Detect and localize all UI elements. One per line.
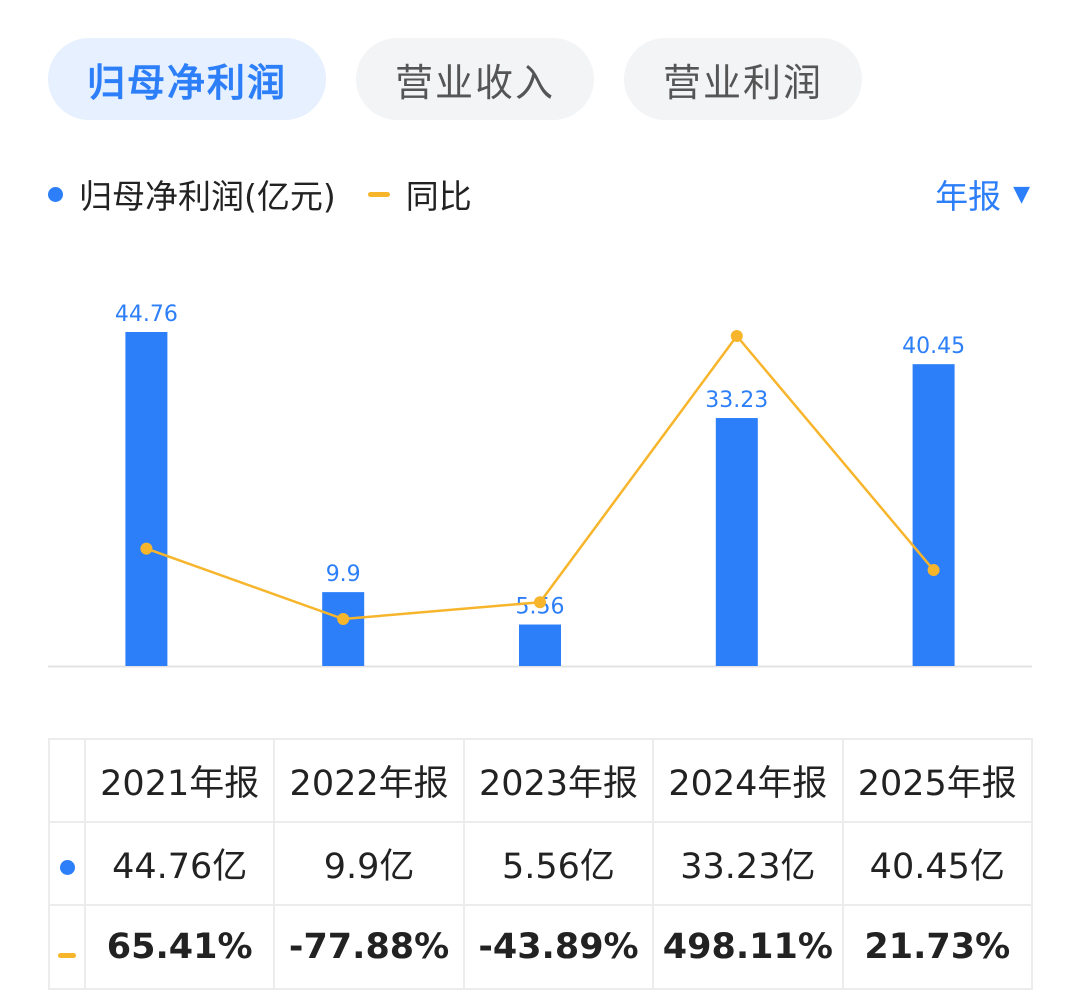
header-cell: 2021年报	[83, 738, 276, 823]
value-cell: 33.23亿	[652, 821, 844, 906]
bar-2022年报	[322, 592, 365, 666]
caret-down-icon: ▼	[1013, 181, 1030, 207]
tab-revenue[interactable]: 营业收入	[356, 38, 594, 120]
data-table: 2021年报 2022年报 2023年报 2024年报 2025年报 44.76…	[48, 738, 1034, 990]
bar-2021年报	[125, 332, 168, 666]
value-marker-cell	[48, 821, 86, 906]
yoy-cell: -77.88%	[273, 904, 465, 990]
bar-value-label: 40.45	[902, 334, 965, 359]
line-legend-label: 同比	[405, 177, 472, 216]
value-cell: 5.56亿	[462, 821, 655, 906]
chart-legend: 归母净利润(亿元) 同比	[48, 170, 472, 218]
yoy-cell: 498.11%	[652, 904, 844, 990]
yoy-cell: -43.89%	[462, 904, 655, 990]
bar-legend-label: 归母净利润(亿元)	[79, 177, 336, 216]
line-marker-dash-icon	[58, 953, 76, 958]
bar-2023年报	[519, 624, 561, 666]
period-selector-label: 年报	[935, 177, 1002, 216]
line-legend-dash-icon	[367, 191, 390, 197]
yoy-point-2024年报	[730, 330, 743, 342]
table-value-row: 44.76亿 9.9亿 5.56亿 33.23亿 40.45亿	[48, 821, 1034, 906]
yoy-line	[145, 333, 935, 621]
yoy-point-2025年报	[927, 564, 940, 577]
bar-value-label: 33.23	[705, 388, 768, 413]
tab-operating-profit[interactable]: 营业利润	[624, 38, 862, 120]
yoy-cell: 21.73%	[841, 904, 1034, 990]
value-cell: 44.76亿	[83, 821, 276, 906]
header-cell: 2024年报	[652, 738, 844, 823]
table-yoy-row: 65.41% -77.88% -43.89% 498.11% 21.73%	[48, 904, 1034, 990]
yoy-marker-cell	[48, 904, 86, 990]
bar-2024年报	[715, 418, 758, 666]
value-cell: 9.9亿	[273, 821, 465, 906]
value-cell: 40.45亿	[841, 821, 1034, 906]
metric-tabs: 归母净利润 营业收入 营业利润	[48, 38, 862, 120]
header-cell: 2025年报	[841, 738, 1034, 823]
bar-2025年报	[912, 364, 955, 666]
header-marker-cell	[48, 738, 86, 823]
bar-legend-dot-icon	[48, 186, 63, 202]
header-cell: 2022年报	[273, 738, 465, 823]
period-selector[interactable]: 年报 ▼	[935, 170, 1030, 218]
yoy-point-2021年报	[140, 542, 153, 555]
bar-value-label: 9.9	[326, 562, 361, 587]
yoy-cell: 65.41%	[83, 904, 276, 990]
table-header-row: 2021年报 2022年报 2023年报 2024年报 2025年报	[48, 738, 1034, 823]
tab-net-profit[interactable]: 归母净利润	[48, 38, 326, 120]
yoy-point-2022年报	[337, 613, 350, 625]
bar-marker-dot-icon	[59, 859, 75, 875]
bar-value-label: 44.76	[115, 302, 178, 327]
header-cell: 2023年报	[462, 738, 655, 823]
yoy-point-2023年报	[534, 596, 546, 609]
